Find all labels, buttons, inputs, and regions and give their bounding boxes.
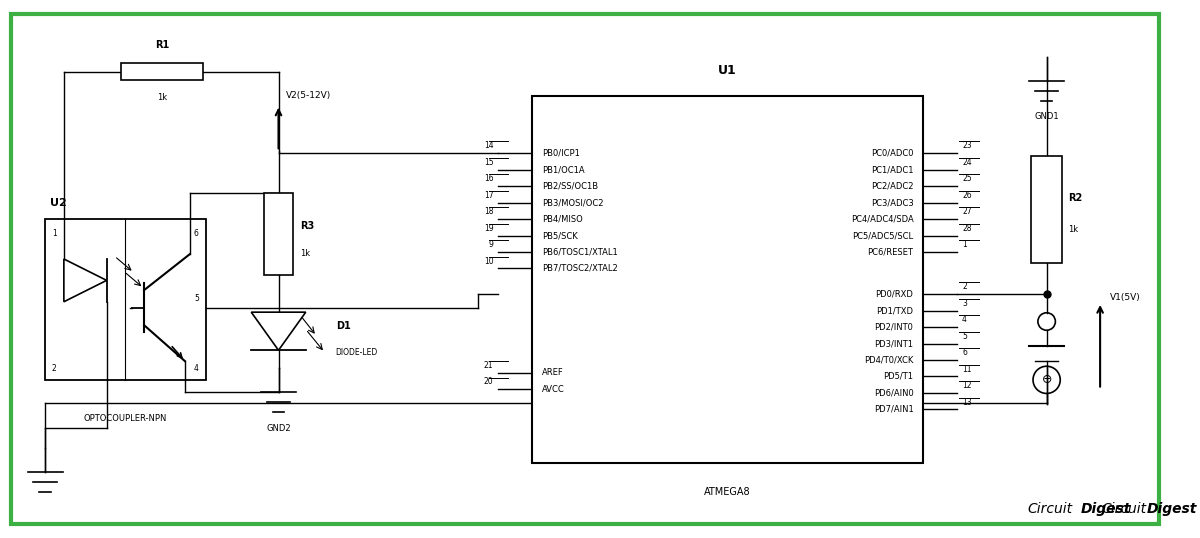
Text: 4: 4 bbox=[194, 364, 199, 373]
Text: PB6/TOSC1/XTAL1: PB6/TOSC1/XTAL1 bbox=[542, 247, 618, 257]
Text: Circuit: Circuit bbox=[1027, 502, 1073, 516]
Text: 3: 3 bbox=[962, 299, 967, 308]
Text: PB4/MISO: PB4/MISO bbox=[542, 215, 583, 224]
Bar bbox=[11, 14, 1159, 524]
Text: 6: 6 bbox=[194, 229, 199, 238]
Text: PB5/SCK: PB5/SCK bbox=[542, 231, 577, 240]
Text: GND2: GND2 bbox=[266, 423, 290, 433]
Text: PD1/TXD: PD1/TXD bbox=[876, 306, 913, 315]
Text: PC5/ADC5/SCL: PC5/ADC5/SCL bbox=[852, 231, 913, 240]
Text: 25: 25 bbox=[962, 174, 972, 183]
Text: 2: 2 bbox=[52, 364, 56, 373]
Text: ATMEGA8: ATMEGA8 bbox=[704, 487, 751, 497]
Text: 14: 14 bbox=[484, 141, 493, 150]
Text: OPTOCOUPLER-NPN: OPTOCOUPLER-NPN bbox=[84, 414, 167, 423]
Text: 6: 6 bbox=[962, 348, 967, 357]
Text: 17: 17 bbox=[484, 190, 493, 200]
Bar bbox=[264, 193, 293, 275]
Text: R3: R3 bbox=[300, 221, 314, 231]
Bar bbox=[46, 220, 205, 380]
Text: R2: R2 bbox=[1068, 193, 1082, 203]
Text: AVCC: AVCC bbox=[542, 385, 565, 394]
Polygon shape bbox=[64, 259, 107, 302]
Text: V1(5V): V1(5V) bbox=[1110, 293, 1140, 302]
Text: Digest: Digest bbox=[1147, 502, 1198, 516]
Text: 23: 23 bbox=[962, 141, 972, 150]
Text: 1k: 1k bbox=[1068, 225, 1078, 233]
Text: PC3/ADC3: PC3/ADC3 bbox=[871, 198, 913, 207]
Text: PD2/INT0: PD2/INT0 bbox=[875, 323, 913, 331]
Text: 5: 5 bbox=[194, 294, 199, 303]
Text: 1k: 1k bbox=[157, 93, 167, 102]
Text: 27: 27 bbox=[962, 207, 972, 216]
Text: D1: D1 bbox=[336, 321, 350, 331]
Text: 9: 9 bbox=[488, 240, 493, 249]
Text: DIODE-LED: DIODE-LED bbox=[336, 348, 378, 357]
Text: 16: 16 bbox=[484, 174, 493, 183]
Text: PD5/T1: PD5/T1 bbox=[883, 372, 913, 381]
Text: PC2/ADC2: PC2/ADC2 bbox=[871, 182, 913, 190]
Text: AREF: AREF bbox=[542, 369, 564, 377]
Text: 5: 5 bbox=[962, 331, 967, 341]
Text: 11: 11 bbox=[962, 365, 972, 373]
Text: 21: 21 bbox=[484, 361, 493, 370]
Bar bbox=[1031, 156, 1062, 263]
Text: Digest: Digest bbox=[1081, 502, 1132, 516]
Text: PC1/ADC1: PC1/ADC1 bbox=[871, 165, 913, 174]
Text: 26: 26 bbox=[962, 190, 972, 200]
Text: 4: 4 bbox=[962, 315, 967, 324]
Text: PB2/SS/OC1B: PB2/SS/OC1B bbox=[542, 182, 598, 190]
Text: PD7/AIN1: PD7/AIN1 bbox=[874, 405, 913, 414]
Text: PB1/OC1A: PB1/OC1A bbox=[542, 165, 584, 174]
Polygon shape bbox=[251, 312, 306, 350]
Text: PC4/ADC4/SDA: PC4/ADC4/SDA bbox=[851, 215, 913, 224]
Text: U2: U2 bbox=[50, 198, 67, 208]
Text: 28: 28 bbox=[962, 224, 972, 232]
Text: 15: 15 bbox=[484, 158, 493, 167]
Bar bbox=[121, 63, 203, 80]
Text: 10: 10 bbox=[484, 257, 493, 266]
Text: 20: 20 bbox=[484, 377, 493, 386]
Text: 12: 12 bbox=[962, 381, 972, 390]
Text: ⊖: ⊖ bbox=[1042, 373, 1052, 386]
Text: 1: 1 bbox=[962, 240, 967, 249]
Text: PD3/INT1: PD3/INT1 bbox=[875, 339, 913, 348]
Text: PD4/T0/XCK: PD4/T0/XCK bbox=[864, 356, 913, 365]
Text: 1: 1 bbox=[52, 229, 56, 238]
Bar bbox=[533, 96, 923, 463]
Text: PD6/AIN0: PD6/AIN0 bbox=[874, 388, 913, 398]
Text: PB3/MOSI/OC2: PB3/MOSI/OC2 bbox=[542, 198, 604, 207]
Text: V2(5-12V): V2(5-12V) bbox=[287, 91, 331, 100]
Text: 13: 13 bbox=[962, 398, 972, 407]
Text: R1: R1 bbox=[155, 40, 169, 50]
Text: PB7/TOSC2/XTAL2: PB7/TOSC2/XTAL2 bbox=[542, 264, 618, 273]
Text: 1k: 1k bbox=[300, 249, 310, 258]
Text: PC6/RESET: PC6/RESET bbox=[868, 247, 913, 257]
Text: 19: 19 bbox=[484, 224, 493, 232]
Text: Circuit: Circuit bbox=[1102, 502, 1147, 516]
Text: GND1: GND1 bbox=[1034, 112, 1058, 122]
Text: PD0/RXD: PD0/RXD bbox=[876, 289, 913, 299]
Text: U1: U1 bbox=[719, 64, 737, 77]
Text: PC0/ADC0: PC0/ADC0 bbox=[871, 148, 913, 158]
Text: 18: 18 bbox=[484, 207, 493, 216]
Text: PB0/ICP1: PB0/ICP1 bbox=[542, 148, 580, 158]
Text: 2: 2 bbox=[962, 282, 967, 291]
Text: 24: 24 bbox=[962, 158, 972, 167]
